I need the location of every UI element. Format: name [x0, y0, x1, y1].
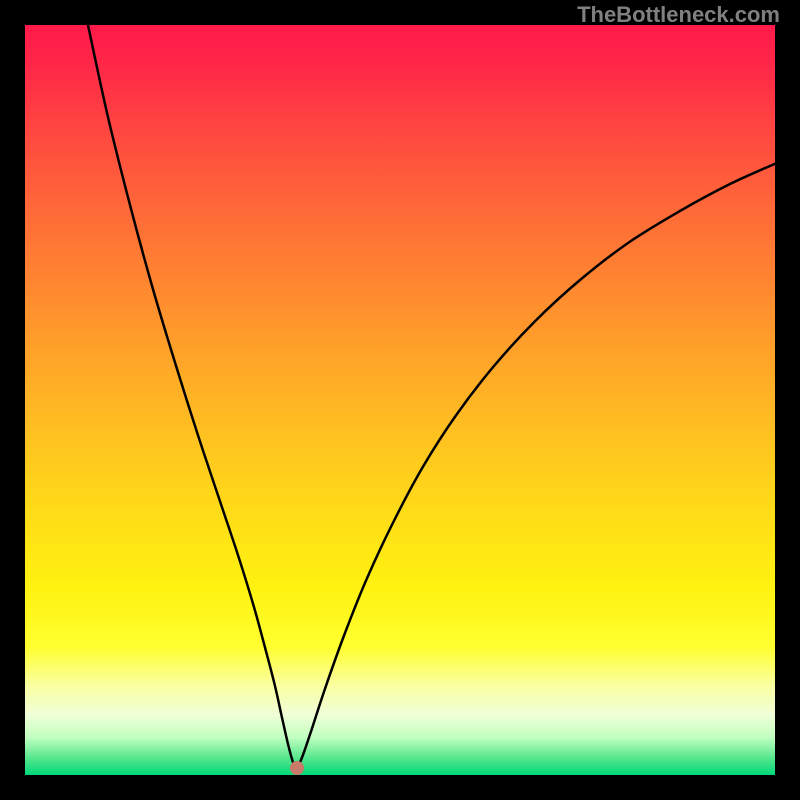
plot-area [25, 25, 775, 775]
optimal-point-marker [290, 761, 304, 775]
curve-right-branch [297, 164, 776, 770]
chart-container: TheBottleneck.com [0, 0, 800, 800]
bottleneck-curve [25, 25, 775, 775]
watermark-text: TheBottleneck.com [577, 2, 780, 28]
curve-left-branch [88, 25, 297, 770]
